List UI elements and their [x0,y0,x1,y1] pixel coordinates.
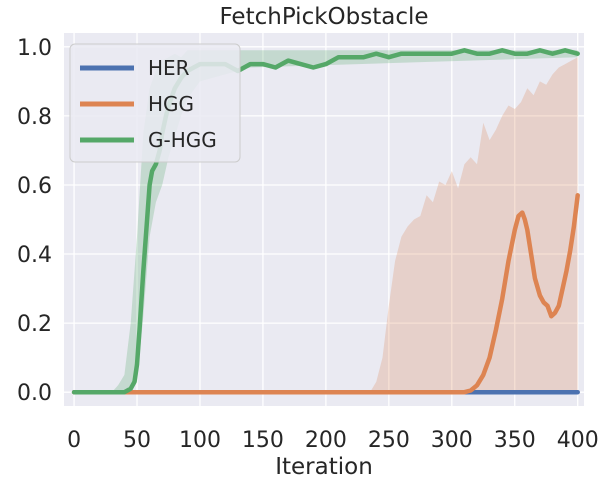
x-tick-label-4: 200 [305,428,347,453]
y-tick-labels: 0.0 0.2 0.4 0.6 0.8 1.0 [17,36,52,406]
y-tick-label-0: 0.0 [17,381,52,406]
y-tick-label-3: 0.6 [17,174,52,199]
x-tick-labels: 0 50 100 150 200 250 300 350 400 [67,428,598,453]
x-tick-label-6: 300 [431,428,473,453]
legend-label-hgg: HGG [148,92,194,116]
x-tick-label-8: 400 [557,428,598,453]
legend-label-g-hgg: G-HGG [148,128,217,152]
x-tick-label-5: 250 [368,428,410,453]
series-lines [71,48,580,395]
x-tick-label-3: 150 [242,428,284,453]
x-tick-label-2: 100 [179,428,221,453]
confidence-bands [74,50,578,393]
legend-label-her: HER [148,56,190,80]
chart-title: FetchPickObstacle [219,4,428,30]
y-tick-label-1: 0.2 [17,312,52,337]
x-tick-label-7: 350 [494,428,536,453]
series-line-hgg [71,193,580,395]
band-hgg [74,57,578,393]
y-tick-label-2: 0.4 [17,243,52,268]
x-tick-label-0: 0 [67,428,81,453]
y-tick-label-5: 1.0 [17,36,52,61]
x-axis-title: Iteration [275,454,373,480]
legend: HER HGG G-HGG [69,43,241,163]
series-line-g-hgg [71,48,580,395]
y-tick-label-4: 0.8 [17,105,52,130]
legend-box [69,43,241,163]
x-tick-label-1: 50 [123,428,151,453]
